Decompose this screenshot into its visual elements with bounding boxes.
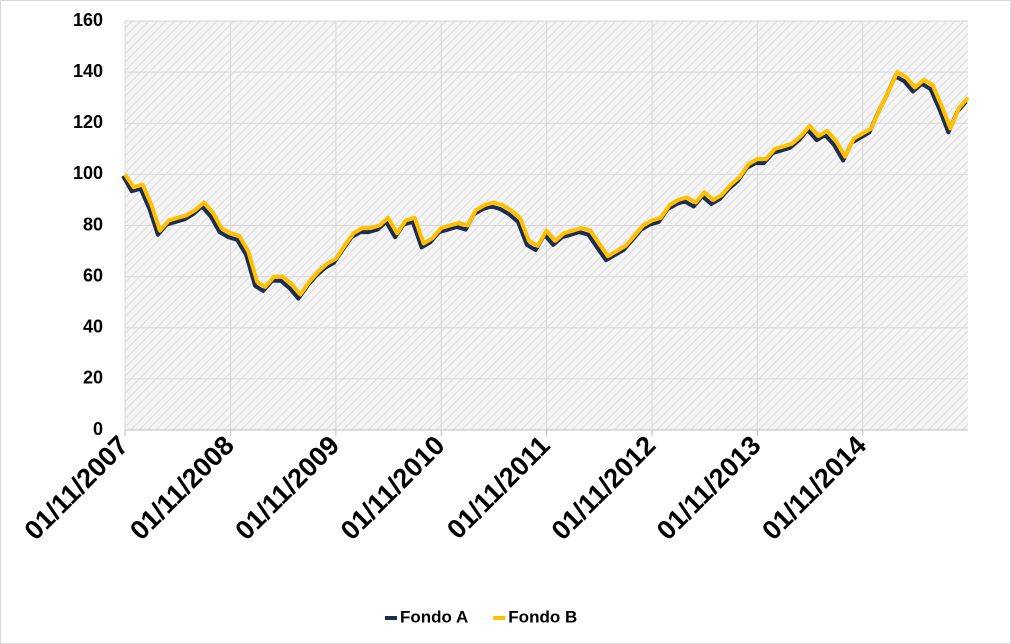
y-tick-label: 0: [93, 419, 103, 439]
legend-label: Fondo A: [400, 607, 468, 626]
y-tick-label: 160: [73, 10, 103, 30]
y-tick-label: 80: [83, 214, 103, 234]
y-tick-label: 120: [73, 112, 103, 132]
legend-label: Fondo B: [508, 607, 577, 626]
line-series: [123, 70, 970, 297]
y-tick-label: 20: [83, 368, 103, 388]
y-tick-label: 100: [73, 163, 103, 183]
y-tick-label: 60: [83, 265, 103, 285]
y-tick-label: 140: [73, 61, 103, 81]
y-tick-label: 40: [83, 317, 103, 337]
